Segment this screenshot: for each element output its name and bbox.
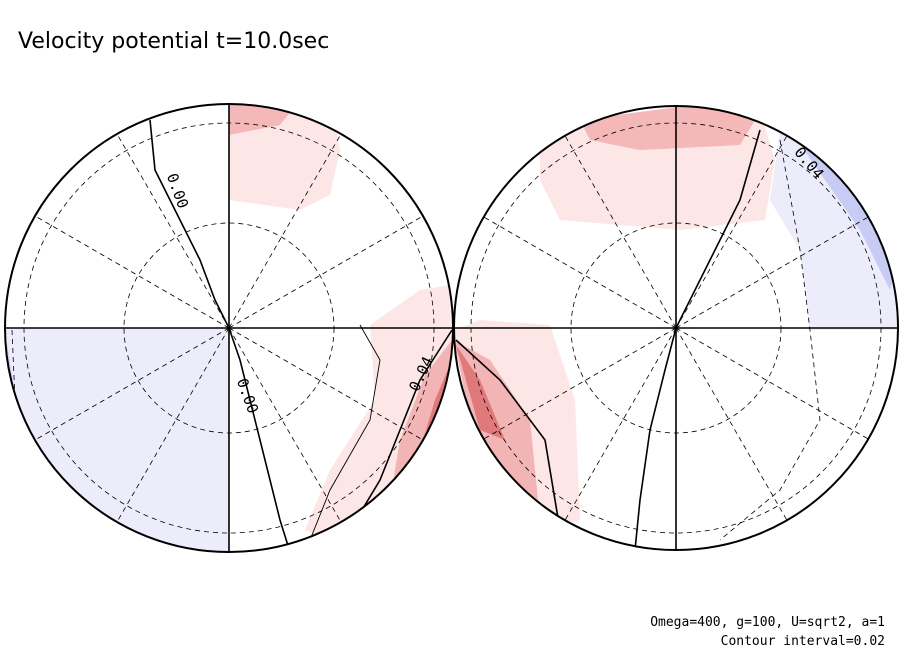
right-hemisphere [454, 106, 898, 550]
footer-contour-interval: Contour interval=0.02 [721, 634, 885, 649]
contour-label: 0.00 [233, 376, 262, 416]
footer-parameters: Omega=400, g=100, U=sqrt2, a=1 [650, 615, 885, 630]
title: Velocity potential t=10.0sec [18, 29, 329, 54]
contour-label: 0.00 [163, 171, 192, 211]
